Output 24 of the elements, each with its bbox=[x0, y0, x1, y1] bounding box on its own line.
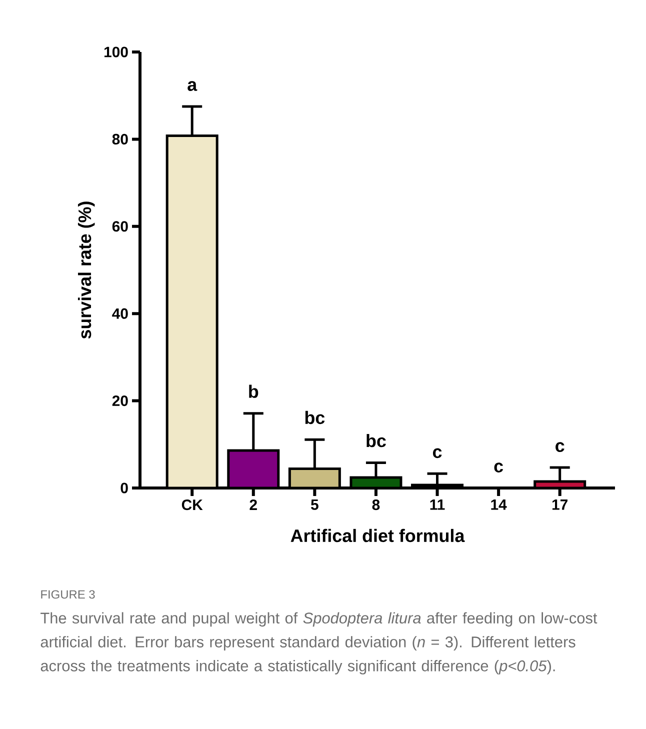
annotation: a bbox=[188, 81, 198, 91]
annotation: b bbox=[249, 384, 258, 398]
x-tick-label: 17 bbox=[552, 500, 568, 510]
annotation: c bbox=[432, 448, 442, 458]
x-tick-label: 2 bbox=[250, 500, 257, 510]
x-tick-label: 5 bbox=[310, 500, 318, 510]
annotation: bc bbox=[366, 434, 386, 448]
y-tick-label: 60 bbox=[112, 221, 128, 232]
x-tick-label: 11 bbox=[430, 500, 445, 510]
text: The survival rate and pupal weight of Spodoptera litura after feeding on low-cost artificial diet. Error bars represent standard deviation (n = 3). Different letters across the treatments indicate a statistically significant difference (p<0.05). bbox=[40, 612, 598, 674]
x-tick-label: 8 bbox=[372, 500, 380, 510]
annotation: bc bbox=[305, 410, 325, 424]
y-tick-label: 80 bbox=[112, 134, 128, 144]
y-axis-title: survival rate (%) bbox=[78, 202, 95, 339]
annotation: c bbox=[556, 442, 564, 452]
annotation: c bbox=[494, 462, 504, 472]
x-tick-label: CK bbox=[182, 500, 203, 510]
y-tick-label: 40 bbox=[112, 308, 128, 319]
x-tick-label: 14 bbox=[491, 500, 507, 510]
caption: FIGURE 3 bbox=[41, 590, 95, 599]
y-tick-label: 0 bbox=[120, 482, 128, 494]
y-tick-label: 20 bbox=[112, 395, 128, 406]
y-tick-label: 100 bbox=[104, 46, 128, 58]
x-axis-title: Artifical diet formula bbox=[290, 528, 465, 542]
